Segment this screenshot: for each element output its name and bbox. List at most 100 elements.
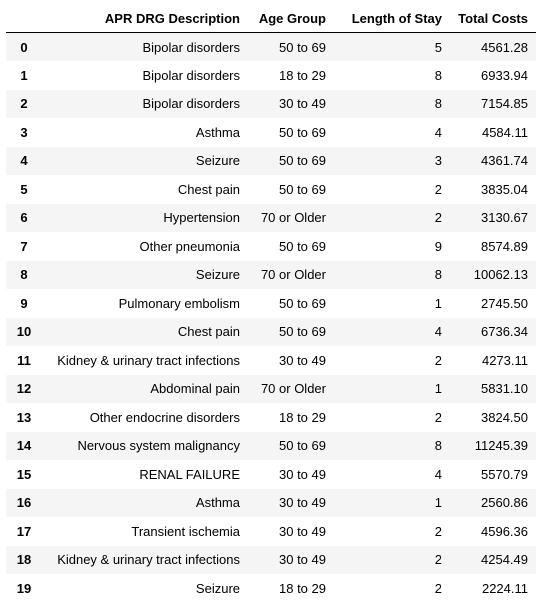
row-index: 16 — [16, 495, 32, 511]
header-length-of-stay: Length of Stay — [334, 4, 450, 33]
cell-description: Abdominal pain — [150, 381, 240, 397]
cell-age-group: 30 to 49 — [279, 96, 326, 112]
cell-length-of-stay: 1 — [434, 381, 442, 397]
row-index: 13 — [16, 409, 32, 425]
table-row: 11 Kidney & urinary tract infections 30 to… — [6, 346, 536, 375]
dataframe-table: APR DRG Description Age Group Length of … — [6, 4, 536, 603]
table-row: 18 Kidney & urinary tract infections 30 to… — [6, 545, 536, 574]
cell-total-costs: 4273.11 — [481, 352, 528, 368]
cell-age-group: 18 to 29 — [279, 409, 326, 425]
cell-length-of-stay: 8 — [434, 67, 442, 83]
cell-length-of-stay: 2 — [434, 552, 442, 568]
cell-age-group: 50 to 69 — [279, 324, 326, 340]
cell-description: Transient ischemia — [131, 523, 240, 539]
cell-length-of-stay: 1 — [434, 295, 442, 311]
cell-total-costs: 2560.86 — [481, 495, 528, 511]
table-row: 10 Chest pain 50 to 69 4 6736.34 — [6, 317, 536, 346]
header-description: APR DRG Description — [42, 4, 248, 33]
cell-description: Chest pain — [177, 181, 240, 197]
row-index: 9 — [20, 295, 28, 311]
cell-description: Kidney & urinary tract infections — [57, 552, 240, 568]
header-age-group: Age Group — [248, 4, 334, 33]
table-row: 3 Asthma 50 to 69 4 4584.11 — [6, 118, 536, 147]
row-index: 4 — [20, 153, 28, 169]
row-index: 15 — [16, 466, 32, 482]
cell-description: Pulmonary embolism — [118, 295, 240, 311]
table-row: 15 RENAL FAILURE 30 to 49 4 5570.79 — [6, 460, 536, 489]
cell-age-group: 50 to 69 — [279, 238, 326, 254]
cell-total-costs: 10062.13 — [473, 267, 528, 283]
table-row: 12 Abdominal pain 70 or Older 1 5831.10 — [6, 374, 536, 403]
cell-age-group: 18 to 29 — [279, 580, 326, 596]
cell-length-of-stay: 4 — [434, 466, 442, 482]
cell-description: Other endocrine disorders — [89, 409, 240, 425]
cell-age-group: 70 or Older — [260, 267, 326, 283]
header-row: APR DRG Description Age Group Length of … — [6, 4, 536, 33]
cell-total-costs: 8574.89 — [481, 238, 528, 254]
table-row: 16 Asthma 30 to 49 1 2560.86 — [6, 488, 536, 517]
cell-description: Hypertension — [163, 210, 240, 226]
dataframe-output: APR DRG Description Age Group Length of … — [6, 4, 536, 603]
cell-length-of-stay: 2 — [434, 580, 442, 596]
row-index: 1 — [20, 67, 28, 83]
table-row: 1 Bipolar disorders 18 to 29 8 6933.94 — [6, 61, 536, 90]
row-index: 0 — [20, 39, 28, 55]
row-index: 3 — [20, 124, 28, 140]
cell-total-costs: 5831.10 — [481, 381, 528, 397]
cell-description: Nervous system malignancy — [77, 438, 240, 454]
cell-length-of-stay: 9 — [434, 238, 442, 254]
cell-total-costs: 3835.04 — [481, 181, 528, 197]
table-header: APR DRG Description Age Group Length of … — [6, 4, 536, 33]
cell-total-costs: 3130.67 — [481, 210, 528, 226]
table-row: 9 Pulmonary embolism 50 to 69 1 2745.50 — [6, 289, 536, 318]
cell-length-of-stay: 2 — [434, 409, 442, 425]
cell-description: Bipolar disorders — [142, 96, 240, 112]
header-index — [6, 4, 42, 33]
cell-description: Bipolar disorders — [142, 67, 240, 83]
cell-total-costs: 3824.50 — [481, 409, 528, 425]
cell-age-group: 30 to 49 — [279, 466, 326, 482]
cell-age-group: 30 to 49 — [279, 523, 326, 539]
cell-total-costs: 11245.39 — [474, 438, 528, 454]
cell-total-costs: 2745.50 — [481, 295, 528, 311]
cell-length-of-stay: 8 — [434, 438, 442, 454]
table-row: 4 Seizure 50 to 69 3 4361.74 — [6, 146, 536, 175]
cell-total-costs: 4584.11 — [481, 124, 528, 140]
cell-description: Other pneumonia — [139, 238, 240, 254]
cell-length-of-stay: 2 — [434, 523, 442, 539]
cell-age-group: 70 or Older — [260, 210, 326, 226]
table-row: 17 Transient ischemia 30 to 49 2 4596.36 — [6, 517, 536, 546]
row-index: 5 — [20, 181, 28, 197]
cell-description: Chest pain — [177, 324, 240, 340]
header-total-costs: Total Costs — [450, 4, 536, 33]
table-row: 6 Hypertension 70 or Older 2 3130.67 — [6, 203, 536, 232]
cell-total-costs: 4596.36 — [481, 523, 528, 539]
row-index: 14 — [16, 438, 32, 454]
cell-description: RENAL FAILURE — [139, 466, 240, 482]
cell-total-costs: 7154.85 — [481, 96, 528, 112]
cell-total-costs: 4254.49 — [481, 552, 528, 568]
cell-age-group: 50 to 69 — [279, 39, 326, 55]
cell-description: Seizure — [195, 580, 240, 596]
row-index: 2 — [20, 96, 28, 112]
cell-age-group: 70 or Older — [260, 381, 326, 397]
cell-total-costs: 4561.28 — [481, 39, 528, 55]
table-row: 2 Bipolar disorders 30 to 49 8 7154.85 — [6, 89, 536, 118]
row-index: 19 — [16, 580, 32, 596]
table-row: 13 Other endocrine disorders 18 to 29 2 3824… — [6, 403, 536, 432]
table-row: 5 Chest pain 50 to 69 2 3835.04 — [6, 175, 536, 204]
cell-age-group: 50 to 69 — [279, 153, 326, 169]
cell-description: Asthma — [195, 124, 240, 140]
cell-length-of-stay: 2 — [434, 181, 442, 197]
row-index: 7 — [20, 238, 28, 254]
cell-age-group: 30 to 49 — [279, 552, 326, 568]
row-index: 10 — [16, 324, 32, 340]
cell-description: Bipolar disorders — [142, 39, 240, 55]
cell-age-group: 50 to 69 — [279, 295, 326, 311]
table-body: 0 Bipolar disorders 50 to 69 5 4561.28 1 Bipol… — [6, 32, 536, 603]
table-row: 14 Nervous system malignancy 50 to 69 8 1124… — [6, 431, 536, 460]
cell-age-group: 50 to 69 — [279, 124, 326, 140]
cell-description: Asthma — [195, 495, 240, 511]
row-index: 6 — [20, 210, 28, 226]
row-index: 8 — [20, 267, 28, 283]
